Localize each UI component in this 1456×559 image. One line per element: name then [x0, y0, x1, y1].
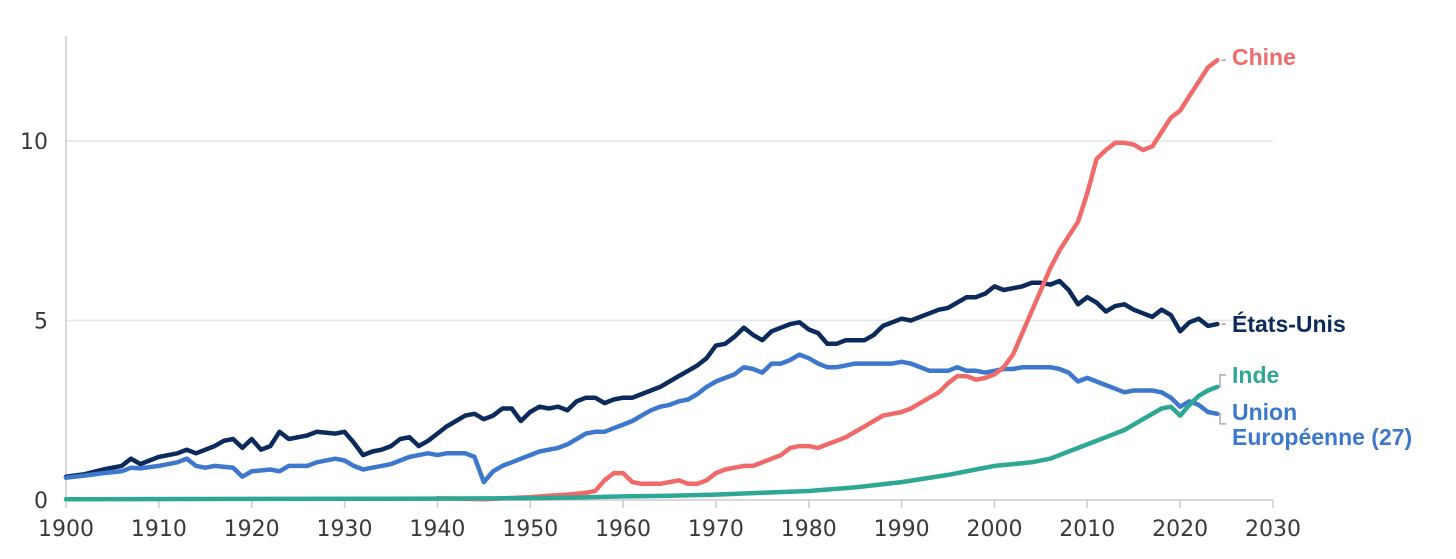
series-lines — [63, 57, 1220, 502]
y-tick-label-5: 5 — [34, 310, 48, 335]
axes: 0 5 10 1900 1910 1920 1930 1940 1950 1960 1970 1980… — [20, 36, 1301, 542]
label-leaders — [1219, 59, 1226, 425]
label-chine: Chine — [1232, 44, 1296, 70]
x-tick-label-1900: 1900 — [38, 517, 94, 542]
y-tick-label-10: 10 — [20, 130, 48, 155]
x-tick-label-2030: 2030 — [1245, 517, 1301, 542]
series-line-union-europeenne-27 — [63, 352, 1220, 485]
series-end-labels: Chine États-Unis Inde Union Européenne (… — [1232, 44, 1412, 450]
x-tick-label-1930: 1930 — [317, 517, 373, 542]
label-union-europeenne-line1: Union — [1232, 399, 1297, 425]
series-line-chine — [435, 57, 1220, 502]
label-union-europeenne-line2: Européenne (27) — [1232, 424, 1412, 450]
x-tick-label-2000: 2000 — [966, 517, 1022, 542]
y-tick-label-0: 0 — [34, 489, 48, 514]
series-line-etats-unis — [63, 278, 1220, 479]
x-tick-label-2020: 2020 — [1152, 517, 1208, 542]
series-line-inde — [63, 384, 1220, 502]
x-tick-label-1980: 1980 — [781, 517, 837, 542]
x-tick-label-1910: 1910 — [131, 517, 187, 542]
x-tick-label-1920: 1920 — [224, 517, 280, 542]
label-inde: Inde — [1232, 362, 1279, 388]
label-etats-unis: États-Unis — [1232, 310, 1346, 337]
x-tick-label-1970: 1970 — [688, 517, 744, 542]
leader-inde — [1219, 374, 1226, 388]
x-tick-label-1950: 1950 — [502, 517, 558, 542]
x-tick-label-1990: 1990 — [874, 517, 930, 542]
x-tick-label-2010: 2010 — [1059, 517, 1115, 542]
x-tick-label-1960: 1960 — [595, 517, 651, 542]
leader-union-europeenne — [1219, 413, 1226, 425]
x-tick-label-1940: 1940 — [409, 517, 465, 542]
